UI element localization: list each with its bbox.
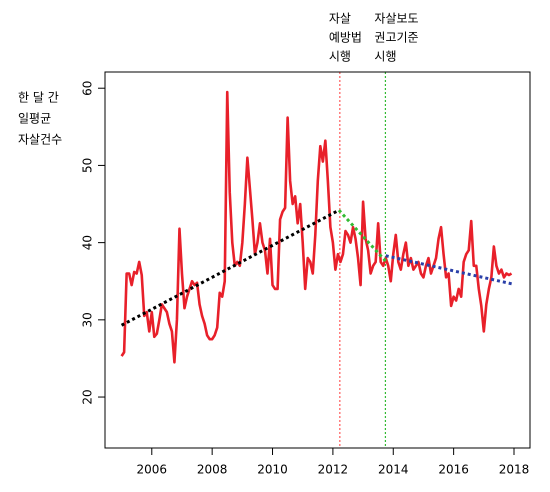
- y-axis-label: 자살건수: [18, 133, 62, 147]
- y-tick-label: 30: [81, 312, 95, 327]
- event-label: 자살: [329, 12, 351, 26]
- x-tick-label: 2018: [499, 463, 530, 477]
- event-label: 시행: [329, 49, 351, 64]
- y-tick-label: 50: [81, 158, 95, 173]
- event-label: 시행: [374, 49, 396, 64]
- x-tick-label: 2014: [378, 463, 409, 477]
- y-tick-label: 60: [81, 81, 95, 96]
- x-tick-label: 2008: [197, 463, 228, 477]
- x-tick-label: 2010: [257, 463, 288, 477]
- event-label: 권고기준: [374, 31, 418, 45]
- y-tick-label: 20: [81, 389, 95, 404]
- y-tick-label: 40: [81, 235, 95, 250]
- y-axis-label: 일평균: [18, 112, 51, 126]
- trend-line: [120, 208, 340, 327]
- event-label: 예방법: [329, 31, 362, 45]
- x-tick-label: 2012: [318, 463, 349, 477]
- trend-line: [385, 254, 515, 286]
- x-tick-label: 2006: [137, 463, 168, 477]
- event-label: 자살보도: [374, 12, 418, 26]
- data-line: [120, 90, 513, 364]
- x-tick-label: 2016: [438, 463, 469, 477]
- y-axis-label: 한 달 간: [18, 91, 59, 105]
- plot-frame: [104, 71, 531, 449]
